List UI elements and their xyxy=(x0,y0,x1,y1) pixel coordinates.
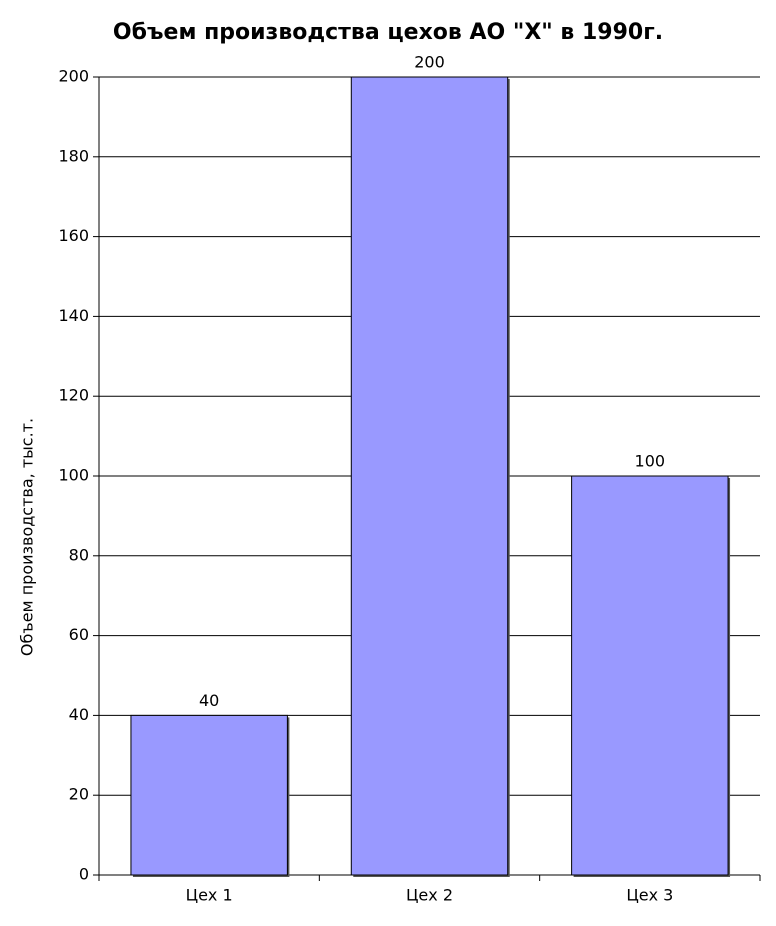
y-tick-label: 180 xyxy=(58,146,89,165)
bar xyxy=(571,475,729,876)
y-tick-label: 160 xyxy=(58,226,89,245)
y-tick-label: 100 xyxy=(58,466,89,485)
y-tick-label: 0 xyxy=(79,865,89,884)
y-tick-label: 40 xyxy=(69,705,89,724)
y-tick-label: 140 xyxy=(58,306,89,325)
x-tick-label: Цех 1 xyxy=(186,886,233,905)
y-tick-label: 120 xyxy=(58,386,89,405)
x-tick-label: Цех 3 xyxy=(626,886,673,905)
y-tick-label: 60 xyxy=(69,625,89,644)
y-tick-label: 80 xyxy=(69,545,89,564)
data-label: 40 xyxy=(199,691,219,710)
chart-title: Объем производства цехов АО "Х" в 1990г. xyxy=(113,20,663,45)
data-label: 200 xyxy=(414,53,445,72)
y-axis-label: Объем производства, тыс.т. xyxy=(18,418,37,656)
x-tick-label: Цех 2 xyxy=(406,886,453,905)
y-tick-label: 20 xyxy=(69,785,89,804)
y-tick-label: 200 xyxy=(58,67,89,86)
bar xyxy=(130,714,288,876)
data-label: 100 xyxy=(635,452,666,471)
bar xyxy=(350,76,509,876)
